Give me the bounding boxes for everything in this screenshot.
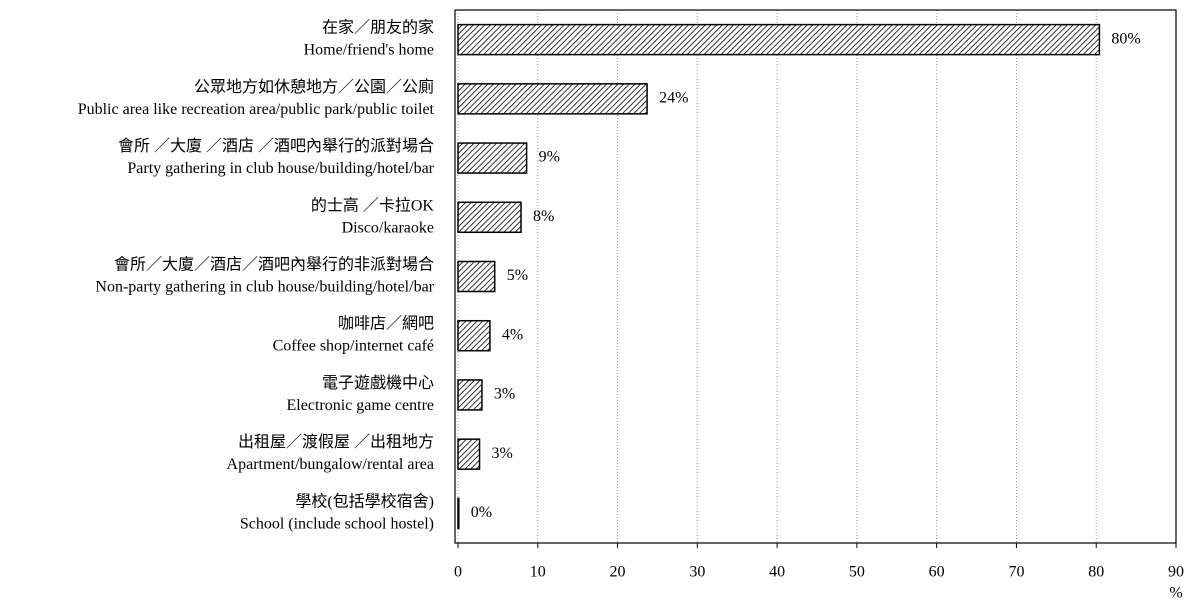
data-label: 5% <box>507 267 528 284</box>
bar <box>457 438 481 470</box>
bar <box>457 23 1101 56</box>
x-tick-label: 10 <box>530 564 546 581</box>
data-label: 4% <box>502 326 523 343</box>
y-tick-label: 會所 ／大廈 ／酒店 ／酒吧內舉行的派對場合 Party gathering in… <box>118 137 435 177</box>
y-tick-label: 的士高 ／卡拉OK Disco/karaoke <box>311 196 435 236</box>
category-en: Disco/karaoke <box>342 219 434 236</box>
x-tick-label: 30 <box>689 564 705 581</box>
category-zh: 電子遊戲機中心 <box>322 374 434 392</box>
bar <box>457 142 528 174</box>
bar <box>457 201 522 234</box>
x-tick-label: 70 <box>1008 564 1024 581</box>
bar <box>457 319 491 352</box>
plot-frame <box>454 9 1177 544</box>
category-en: Coffee shop/internet café <box>273 337 434 354</box>
y-tick-label: 出租屋／渡假屋 ／出租地方 Apartment/bungalow/rental a… <box>227 433 434 473</box>
category-zh: 會所／大廈／酒店／酒吧內舉行的非派對場合 <box>114 255 434 273</box>
category-zh: 的士高 ／卡拉OK <box>311 196 435 214</box>
data-label: 3% <box>492 445 513 462</box>
y-tick-label: 在家／朋友的家 Home/friend's home <box>304 18 434 58</box>
category-zh: 學校(包括學校宿舍) <box>295 492 434 510</box>
category-en: Apartment/bungalow/rental area <box>227 456 434 473</box>
data-label: 8% <box>533 208 554 225</box>
bar <box>457 379 483 411</box>
bar <box>457 260 496 293</box>
y-tick-label: 咖啡店／網吧 Coffee shop/internet café <box>273 314 434 354</box>
category-en: Electronic game centre <box>287 397 434 414</box>
category-zh: 會所 ／大廈 ／酒店 ／酒吧內舉行的派對場合 <box>118 137 434 155</box>
bar <box>457 497 460 530</box>
data-label: 3% <box>494 386 515 403</box>
data-label: 0% <box>471 504 492 521</box>
category-zh: 出租屋／渡假屋 ／出租地方 <box>238 433 434 451</box>
x-tick-label: 20 <box>610 564 626 581</box>
data-label: 9% <box>539 149 560 166</box>
category-en: Party gathering in club house/building/h… <box>127 160 434 177</box>
data-label: 80% <box>1111 30 1140 47</box>
category-zh: 在家／朋友的家 <box>322 18 434 36</box>
category-zh: 咖啡店／網吧 <box>338 314 434 332</box>
data-label: 24% <box>659 90 688 107</box>
category-en: Non-party gathering in club house/buildi… <box>95 278 434 295</box>
x-tick-label: 60 <box>929 564 945 581</box>
category-zh: 公眾地方如休憩地方／公園／公廁 <box>194 77 434 96</box>
y-tick-label: 公眾地方如休憩地方／公園／公廁 Public area like recreati… <box>78 77 435 118</box>
category-en: School (include school hostel) <box>240 515 434 532</box>
y-tick-label: 學校(包括學校宿舍) School (include school hostel) <box>240 492 434 532</box>
category-en: Public area like recreation area/public … <box>78 101 435 118</box>
y-tick-label: 電子遊戲機中心 Electronic game centre <box>287 374 434 414</box>
bar <box>457 83 648 115</box>
y-tick-label: 會所／大廈／酒店／酒吧內舉行的非派對場合 Non-party gathering … <box>95 255 434 295</box>
category-en: Home/friend's home <box>304 41 434 58</box>
x-tick-label: 40 <box>769 564 785 581</box>
x-tick-label: 80 <box>1088 564 1104 581</box>
x-axis-label: % <box>1169 585 1182 602</box>
x-tick-label: 90 <box>1168 564 1184 581</box>
x-tick-label: 50 <box>849 564 865 581</box>
x-tick-label: 0 <box>454 564 462 581</box>
